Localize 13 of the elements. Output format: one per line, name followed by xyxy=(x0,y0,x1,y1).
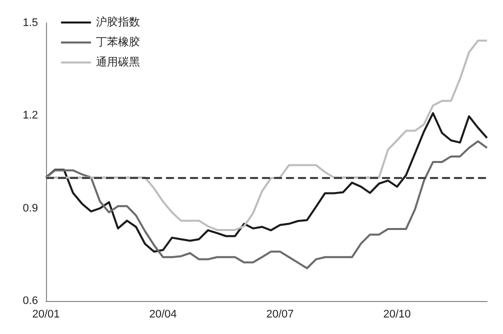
y-tick-label: 1.5 xyxy=(22,17,38,29)
y-tick-label: 0.9 xyxy=(22,202,38,214)
y-tick-label: 1.2 xyxy=(22,110,38,122)
line-series xyxy=(45,140,488,270)
legend-label: 沪胶指数 xyxy=(96,16,140,28)
x-tick-label: 20/04 xyxy=(149,308,177,320)
legend-label: 通用碳黑 xyxy=(96,56,140,68)
legend-label: 丁苯橡胶 xyxy=(96,36,140,48)
x-tick-label: 20/07 xyxy=(266,308,294,320)
x-tick-label: 20/10 xyxy=(383,308,411,320)
line-series xyxy=(45,112,488,253)
y-tick-label: 0.6 xyxy=(22,295,38,307)
x-tick-label: 20/01 xyxy=(32,308,60,320)
